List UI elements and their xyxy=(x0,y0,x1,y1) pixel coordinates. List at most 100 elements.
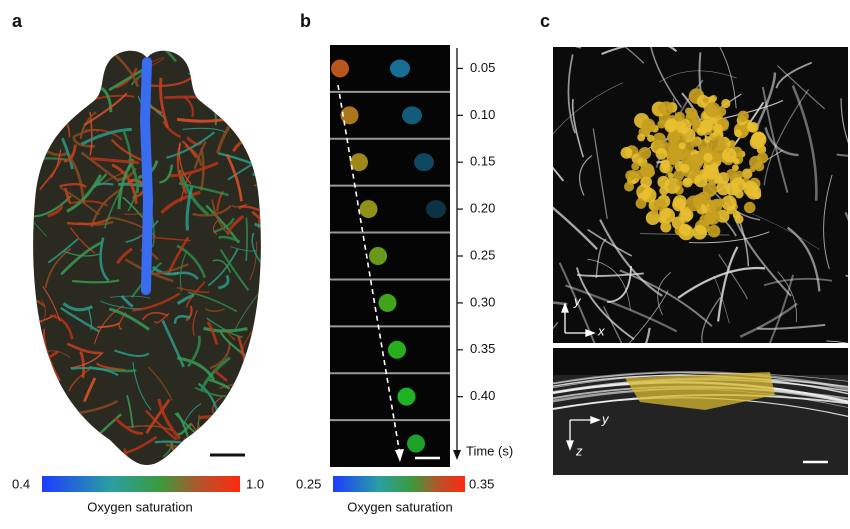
vessel xyxy=(59,64,80,68)
tumor-cell xyxy=(708,225,721,238)
tumor-cell xyxy=(712,211,718,217)
tumor-cell xyxy=(703,97,709,103)
tumor-cell xyxy=(672,198,685,211)
vessel xyxy=(209,443,222,475)
blob xyxy=(398,388,416,406)
tumor-cell xyxy=(721,99,730,108)
tumor-cell xyxy=(726,169,736,179)
vessel xyxy=(248,78,253,96)
tumor-cell xyxy=(624,182,634,192)
vessel xyxy=(74,51,100,67)
tumor-cell xyxy=(668,173,674,179)
vessel xyxy=(35,433,42,459)
vessel xyxy=(52,56,57,95)
blob xyxy=(414,153,434,171)
vessel xyxy=(184,439,217,461)
vessel xyxy=(40,81,43,126)
tumor-cell xyxy=(722,148,737,163)
tumor-cell xyxy=(750,166,756,172)
colorbar-title: Oxygen saturation xyxy=(347,499,453,514)
tumor-cell xyxy=(694,174,707,187)
vessel xyxy=(211,420,235,434)
tumor-cell xyxy=(639,147,652,160)
tumor-cell xyxy=(631,162,639,170)
tumor-cell xyxy=(660,221,671,232)
tumor-cell xyxy=(653,133,666,146)
panel-label: c xyxy=(540,11,550,31)
tumor-cell xyxy=(660,159,670,169)
tumor-cell xyxy=(647,135,654,142)
vessel xyxy=(243,63,245,114)
vessel xyxy=(30,124,37,140)
vessel xyxy=(199,427,217,473)
tumor-cell xyxy=(681,164,690,173)
tick-label: 0.40 xyxy=(470,388,495,403)
vessel xyxy=(246,218,247,261)
vessel xyxy=(34,60,47,74)
tumor-cell xyxy=(713,124,723,134)
time-ticks: 0.050.100.150.200.250.300.350.40 xyxy=(457,60,495,403)
colorbar-max: 0.35 xyxy=(469,476,494,491)
vessel xyxy=(256,121,275,138)
midline-vessel xyxy=(145,62,148,290)
tumor-cell xyxy=(660,208,675,223)
tumor-cell xyxy=(621,147,633,159)
tick-label: 0.10 xyxy=(470,107,495,122)
blob xyxy=(402,106,422,124)
tumor-cell xyxy=(686,195,702,211)
tumor-cell xyxy=(738,111,749,122)
tumor-cell xyxy=(676,180,683,187)
colorbar xyxy=(42,476,240,492)
vessel xyxy=(235,84,243,107)
blob xyxy=(426,200,446,218)
vessel xyxy=(217,444,236,454)
vessel xyxy=(54,82,84,94)
vessel xyxy=(217,14,243,60)
tumor-cell xyxy=(692,225,707,240)
tumor-cell xyxy=(664,121,676,133)
blob xyxy=(331,59,349,77)
tumor-cell xyxy=(757,152,768,163)
tumor-cell xyxy=(684,178,691,185)
tumor-cell xyxy=(675,112,685,122)
tumor-cell xyxy=(679,142,686,149)
vessel xyxy=(256,379,300,402)
blob xyxy=(360,200,378,218)
vessel xyxy=(188,68,231,73)
vessel xyxy=(49,400,53,427)
vessel xyxy=(197,423,208,436)
tumor-cell xyxy=(734,129,742,137)
tumor-cell xyxy=(646,168,655,177)
vessel xyxy=(248,389,259,402)
vessel xyxy=(253,174,306,187)
blob xyxy=(379,294,397,312)
tick-label: 0.05 xyxy=(470,60,495,75)
tumor-cell xyxy=(727,206,735,214)
colorbar-max: 1.0 xyxy=(246,476,264,491)
vessel xyxy=(254,182,294,185)
colorbar-title: Oxygen saturation xyxy=(87,499,193,514)
tumor-cell xyxy=(744,202,756,214)
blob xyxy=(388,341,406,359)
vessel xyxy=(213,86,217,109)
tumor-cell xyxy=(747,123,756,132)
vessel xyxy=(232,89,256,102)
vessel xyxy=(245,393,258,403)
colorbar xyxy=(333,476,465,492)
tick-label: 0.20 xyxy=(470,201,495,216)
tumor-cell xyxy=(746,185,761,200)
vessel xyxy=(38,342,46,393)
time-axis-label: Time (s) xyxy=(466,443,513,458)
vessel xyxy=(255,396,276,403)
axis-label: z xyxy=(575,443,583,458)
tumor-cell xyxy=(703,153,712,162)
vessel xyxy=(35,441,57,474)
vessel xyxy=(35,355,48,383)
vessel xyxy=(63,63,72,76)
vessel xyxy=(56,390,65,431)
tumor-cell xyxy=(705,102,720,117)
tumor-cell xyxy=(641,125,651,135)
tumor-cell xyxy=(681,226,689,234)
vessel xyxy=(70,76,84,113)
axis-label: x xyxy=(597,323,605,338)
